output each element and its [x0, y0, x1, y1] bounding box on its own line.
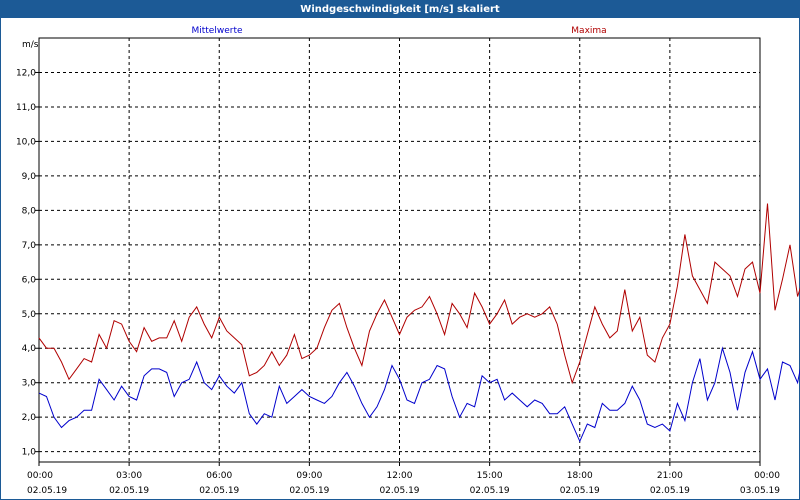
x-tick-time: 06:00: [206, 471, 232, 481]
y-tick-label: 9,0: [22, 172, 37, 182]
x-tick-time: 18:00: [567, 471, 593, 481]
y-tick-label: 2,0: [22, 413, 37, 423]
x-tick-date: 02.05.19: [289, 486, 329, 496]
x-tick-date: 02.05.19: [27, 486, 67, 496]
x-tick-time: 12:00: [387, 471, 413, 481]
legend-mittelwerte: Mittelwerte: [191, 26, 242, 36]
x-tick-date: 02.05.19: [379, 486, 419, 496]
series-line-mittelwerte: [38, 346, 800, 443]
x-tick-time: 00:00: [754, 471, 780, 481]
x-tick-date: 02.05.19: [560, 486, 600, 496]
window-title: Windgeschwindigkeit [m/s] skaliert: [1, 1, 799, 18]
y-tick-label: 12,0: [16, 68, 36, 78]
x-tick-time: 21:00: [657, 471, 683, 481]
axis-labels: 1,0 2,0 3,0 4,0 5,0 6,0 7,0 8,0 9,0 10,0 11,0 12,0 0…: [16, 26, 780, 496]
x-tick-time: 03:00: [116, 471, 142, 481]
x-tick-date: 03.05.19: [740, 486, 780, 496]
x-tick-time: 15:00: [477, 471, 503, 481]
legend-maxima: Maxima: [571, 26, 606, 36]
y-tick-label: 7,0: [22, 241, 37, 251]
grid-lines: [35, 38, 761, 466]
y-tick-label: 1,0: [22, 448, 37, 458]
series-line-maxima: [38, 203, 800, 385]
y-tick-label: 4,0: [22, 344, 37, 354]
x-tick-date: 02.05.19: [199, 486, 239, 496]
y-tick-label: 5,0: [22, 310, 37, 320]
y-unit-label: m/s: [22, 40, 39, 50]
x-tick-date: 02.05.19: [470, 486, 510, 496]
y-tick-label: 3,0: [22, 379, 37, 389]
y-tick-label: 10,0: [16, 137, 36, 147]
x-tick-date: 02.05.19: [650, 486, 690, 496]
x-tick-time: 09:00: [296, 471, 322, 481]
y-tick-label: 11,0: [16, 103, 36, 113]
series-layer: [38, 203, 800, 443]
y-tick-label: 8,0: [22, 206, 37, 216]
y-tick-label: 6,0: [22, 275, 37, 285]
x-tick-time: 00:00: [27, 471, 53, 481]
x-tick-date: 02.05.19: [109, 486, 149, 496]
